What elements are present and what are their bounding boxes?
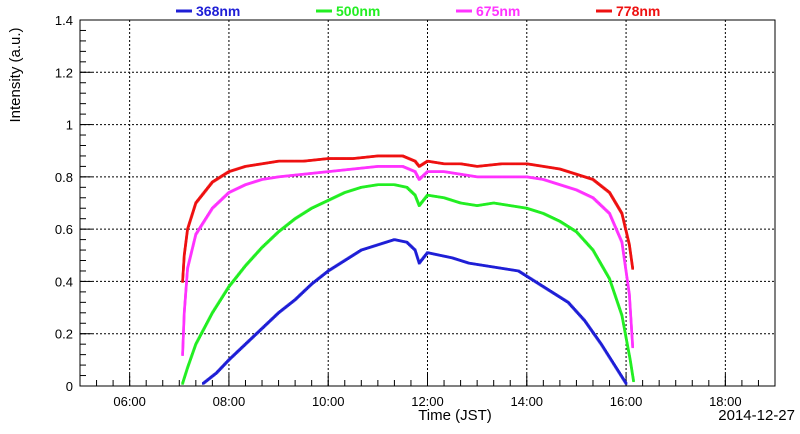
y-tick-label: 0.6 xyxy=(55,222,73,237)
y-tick-label: 1.4 xyxy=(55,13,73,28)
axis-ticks xyxy=(79,19,776,387)
series-group xyxy=(181,154,635,385)
grid xyxy=(80,20,775,386)
x-tick-label: 16:00 xyxy=(610,394,643,409)
series-500nm xyxy=(181,183,635,385)
x-tick-label: 08:00 xyxy=(213,394,246,409)
x-tick-labels: 06:00 08:00 10:00 12:00 14:00 16:00 18:00 xyxy=(113,394,741,409)
y-tick-label: 0.2 xyxy=(55,327,73,342)
data-point xyxy=(631,345,634,349)
legend: 368nm 500nm 675nm 778nm xyxy=(176,3,660,19)
y-tick-labels: 0 0.2 0.4 0.6 0.8 1 1.2 1.4 xyxy=(55,13,73,394)
data-point xyxy=(631,267,634,270)
data-point xyxy=(624,382,628,385)
series-675nm xyxy=(181,165,634,356)
legend-label: 778nm xyxy=(616,3,660,19)
series-368nm xyxy=(201,238,628,385)
x-tick-label: 18:00 xyxy=(709,394,742,409)
legend-label: 675nm xyxy=(476,3,520,19)
y-tick-label: 0 xyxy=(66,379,73,394)
x-tick-label: 12:00 xyxy=(411,394,444,409)
y-tick-label: 1 xyxy=(66,118,73,133)
x-axis-title: Time (JST) xyxy=(418,407,492,424)
x-tick-label: 06:00 xyxy=(113,394,146,409)
x-tick-label: 14:00 xyxy=(511,394,544,409)
date-label: 2014-12-27 xyxy=(718,407,795,424)
legend-label: 500nm xyxy=(336,3,380,19)
y-tick-label: 0.4 xyxy=(55,274,73,289)
y-tick-label: 0.8 xyxy=(55,170,73,185)
y-axis-title: Intensity (a.u.) xyxy=(7,27,24,122)
legend-label: 368nm xyxy=(196,3,240,19)
data-point xyxy=(632,379,635,383)
series-778nm xyxy=(181,154,634,283)
y-tick-label: 1.2 xyxy=(55,65,73,80)
x-tick-label: 10:00 xyxy=(312,394,345,409)
